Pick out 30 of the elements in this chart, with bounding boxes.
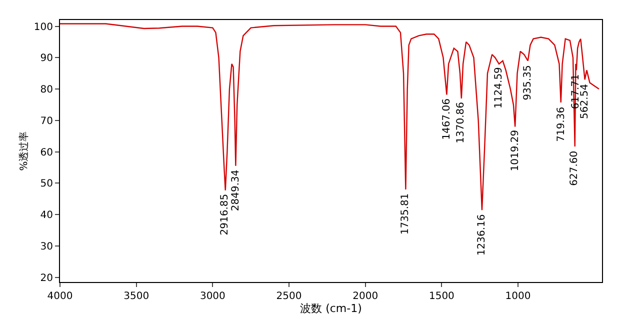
- x-tick-label: 4000: [47, 291, 73, 302]
- x-tick-label: 3500: [124, 291, 150, 302]
- annotation: 1236.16: [476, 214, 488, 256]
- y-tick-label: 30: [40, 241, 53, 252]
- y-tick-label: 50: [40, 178, 53, 190]
- y-tick-label: 20: [40, 272, 53, 284]
- annotation: 1370.86: [455, 102, 466, 144]
- annotation: 1467.06: [442, 98, 453, 140]
- annotation: 1124.59: [494, 67, 505, 108]
- annotation: 562.54: [580, 84, 591, 119]
- x-tick-label: 3000: [200, 291, 226, 302]
- x-tick-label: 1000: [505, 291, 531, 302]
- y-tick-label: 70: [40, 116, 53, 127]
- x-tick-label: 1500: [428, 291, 454, 302]
- y-axis-title: %透过率: [18, 131, 30, 171]
- annotation: 1735.81: [400, 193, 411, 235]
- annotation: 2916.85: [219, 194, 230, 236]
- y-tick-label: 100: [34, 22, 53, 33]
- annotation: 935.35: [522, 65, 534, 100]
- y-tick-label: 40: [40, 210, 53, 222]
- y-tick-label: 60: [40, 147, 53, 158]
- x-axis-title: 波数 (cm-1): [300, 302, 362, 315]
- annotation: 1019.29: [510, 130, 521, 172]
- y-tick-label: 80: [40, 84, 53, 96]
- annotation: 2849.34: [230, 170, 242, 212]
- annotation: 719.36: [556, 106, 567, 142]
- y-tick-label: 90: [40, 53, 53, 64]
- x-tick-label: 2500: [276, 291, 302, 302]
- annotation: 627.60: [568, 150, 580, 186]
- x-tick-label: 2000: [352, 291, 378, 302]
